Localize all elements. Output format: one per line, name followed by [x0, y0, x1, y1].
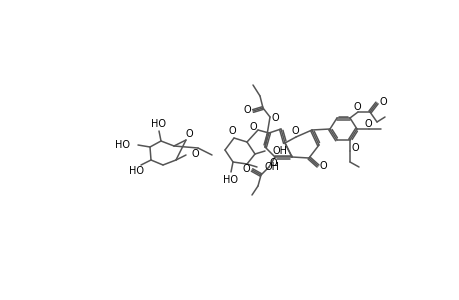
Text: HO: HO [115, 140, 130, 150]
Text: O: O [271, 113, 278, 123]
Text: O: O [241, 164, 249, 174]
Text: O: O [185, 129, 192, 139]
Text: HO: HO [223, 175, 238, 185]
Text: HO: HO [151, 119, 166, 129]
Text: O: O [191, 149, 198, 159]
Text: O: O [228, 126, 235, 136]
Text: O: O [353, 102, 360, 112]
Text: O: O [249, 122, 256, 132]
Text: O: O [350, 143, 358, 153]
Text: O: O [319, 161, 326, 171]
Text: OH: OH [264, 162, 280, 172]
Text: HO: HO [129, 166, 144, 176]
Text: O: O [269, 158, 276, 168]
Text: OH: OH [272, 146, 287, 156]
Text: O: O [364, 119, 371, 129]
Text: O: O [378, 97, 386, 107]
Text: O: O [243, 105, 250, 115]
Text: O: O [291, 126, 298, 136]
